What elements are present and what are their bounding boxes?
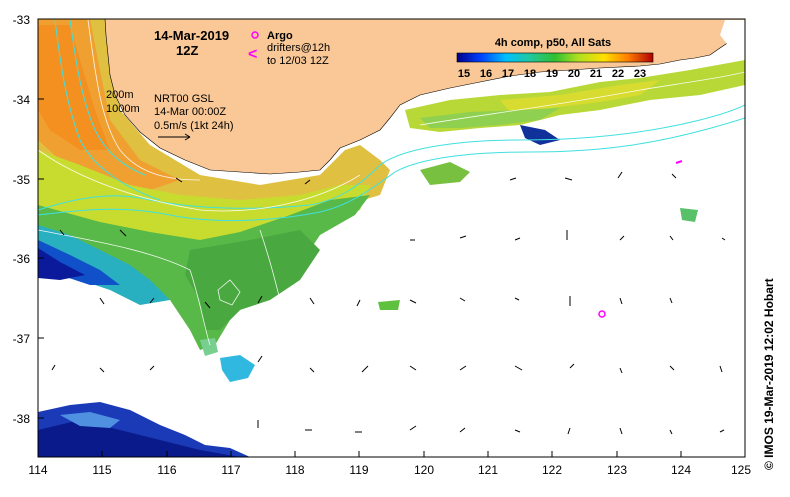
lon-label: 114 [28, 463, 47, 477]
lat-label: -38 [13, 412, 31, 426]
map-time: 12Z [176, 43, 198, 58]
map-date: 14-Mar-2019 [154, 28, 229, 43]
argo-float-marker [598, 310, 606, 318]
drifters-legend-line2: to 12/03 12Z [267, 55, 329, 67]
lat-labels: -33 -34 -35 -36 -37 -38 [13, 13, 31, 426]
colorbar-tick: 23 [634, 68, 646, 80]
lon-label: 122 [542, 463, 562, 477]
colorbar-tick: 20 [568, 68, 580, 80]
scale-arrow [158, 133, 191, 141]
lon-label: 125 [731, 463, 751, 477]
lon-label: 115 [92, 463, 111, 477]
argo-legend-label: Argo [267, 30, 293, 42]
colorbar-tick: 22 [612, 68, 624, 80]
imos-credit: © IMOS 19-Mar-2019 12:02 Hobart [762, 278, 776, 470]
colorbar-tick: 17 [502, 68, 514, 80]
colorbar-tick: 16 [480, 68, 492, 80]
lon-labels: 114 115 116 117 118 119 120 121 122 123 … [28, 463, 751, 477]
lon-tick-marks [37, 451, 746, 457]
argo-legend-icon [251, 31, 259, 39]
lon-label: 116 [157, 463, 176, 477]
lon-label: 123 [607, 463, 627, 477]
lat-label: -35 [13, 173, 31, 187]
colorbar-title: 4h comp, p50, All Sats [495, 37, 611, 49]
gsl-line2: 14-Mar 00:00Z [154, 106, 226, 118]
lat-label: -37 [13, 332, 31, 346]
lon-label: 118 [285, 463, 304, 477]
drifter-track [675, 160, 683, 164]
sst-contours [38, 19, 745, 346]
lon-label: 121 [478, 463, 498, 477]
lon-label: 120 [414, 463, 434, 477]
colorbar-tick: 15 [458, 68, 470, 80]
gsl-line3: 0.5m/s (1kt 24h) [154, 120, 233, 132]
land-gap [720, 20, 745, 50]
current-vectors [51, 171, 726, 435]
isobath-contours [38, 19, 745, 222]
colorbar [456, 52, 654, 63]
drifters-legend-line1: drifters@12h [267, 42, 330, 54]
map-frame [37, 18, 746, 458]
colorbar-tick: 19 [546, 68, 558, 80]
colorbar-tick: 21 [590, 68, 602, 80]
colorbar-ticks: 15 16 17 18 19 20 21 22 23 [458, 68, 646, 80]
gsl-line1: NRT00 GSL [154, 93, 214, 105]
lon-label: 124 [671, 463, 691, 477]
lat-label: -33 [13, 13, 31, 27]
colorbar-tick: 18 [524, 68, 536, 80]
lat-tick-marks [38, 18, 44, 419]
drifter-legend-icon: < [248, 46, 257, 63]
isobath-200m-label: 200m [106, 89, 134, 101]
isobath-1000m-label: 1000m [106, 103, 140, 115]
lat-label: -34 [13, 93, 31, 107]
lon-label: 119 [349, 463, 368, 477]
lon-label: 117 [221, 463, 240, 477]
lat-label: -36 [13, 252, 31, 266]
